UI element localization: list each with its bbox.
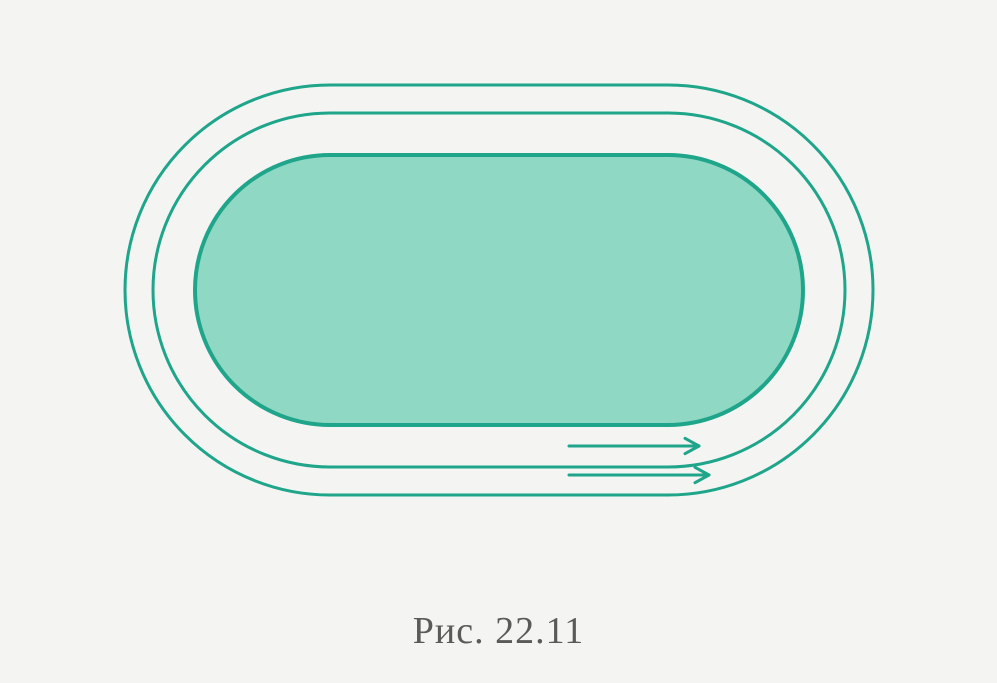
direction-arrow-1 bbox=[569, 438, 699, 453]
track-diagram bbox=[29, 41, 969, 561]
infield bbox=[195, 155, 803, 425]
figure-caption: Рис. 22.11 bbox=[413, 609, 584, 653]
stadium-svg bbox=[29, 41, 969, 561]
direction-arrow-2 bbox=[569, 467, 709, 482]
